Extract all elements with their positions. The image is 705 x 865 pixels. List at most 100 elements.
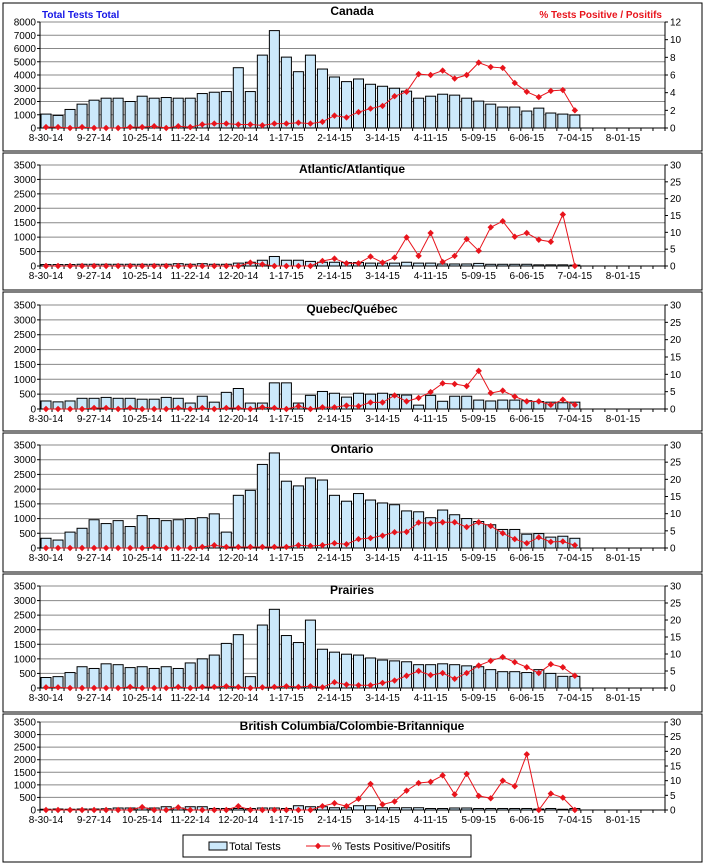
marker-pct-positive [295, 683, 302, 691]
marker-pct-positive [150, 123, 158, 130]
x-tick-label: 9-27-14 [77, 693, 112, 704]
marker-pct-positive [150, 262, 158, 270]
x-tick-label: 4-11-15 [414, 815, 448, 826]
chart-title: Prairies [330, 583, 374, 597]
y-tick-label-left: 3000 [14, 730, 37, 741]
marker-pct-positive [499, 653, 506, 661]
y-tick-label-left: 8000 [14, 18, 37, 29]
y-tick-label-right: 4 [670, 88, 676, 99]
y-tick-label-left: 1500 [14, 640, 37, 651]
marker-pct-positive [78, 544, 86, 552]
x-tick-label: 11-22-14 [171, 133, 211, 144]
marker-pct-positive [451, 791, 458, 798]
x-tick-label: 5-09-15 [461, 414, 496, 425]
x-tick-label: 1-17-15 [269, 693, 304, 704]
marker-pct-positive [102, 684, 110, 692]
bar-total-tests [196, 517, 208, 549]
marker-pct-positive [163, 684, 170, 692]
marker-pct-positive [355, 260, 362, 267]
x-tick-label: 3-14-15 [365, 693, 400, 704]
bar-total-tests [328, 76, 340, 129]
marker-pct-positive [463, 235, 470, 243]
marker-pct-positive [150, 806, 158, 814]
y-tick-label-left: 0 [30, 405, 36, 416]
marker-pct-positive [487, 795, 494, 802]
y-tick-label-right: 30 [670, 441, 682, 452]
marker-pct-positive [223, 120, 230, 127]
x-tick-label: 12-20-14 [218, 815, 258, 826]
marker-pct-positive [114, 684, 122, 692]
marker-pct-positive [307, 405, 314, 413]
marker-pct-positive [126, 683, 134, 691]
bar-total-tests [353, 805, 365, 811]
marker-pct-positive [283, 120, 290, 127]
x-tick-label: 6-06-15 [510, 553, 545, 564]
marker-pct-positive [559, 211, 567, 218]
x-tick-label: 8-01-15 [606, 815, 641, 826]
marker-pct-positive [150, 684, 158, 692]
x-tick-label: 8-01-15 [606, 553, 641, 564]
bar-total-tests [509, 106, 521, 129]
marker-pct-positive [391, 529, 398, 536]
x-tick-label: 6-06-15 [510, 815, 545, 826]
marker-pct-positive [535, 669, 542, 677]
y-tick-label-left: 4000 [14, 71, 37, 82]
chart-title: Canada [330, 4, 374, 18]
marker-pct-positive [42, 405, 50, 413]
marker-pct-positive [475, 367, 482, 375]
x-tick-label: 5-09-15 [461, 271, 496, 282]
marker-pct-positive [511, 658, 518, 666]
marker-pct-positive [355, 795, 362, 803]
legend-line-label: % Tests Positive/Positifs [332, 841, 451, 853]
y-tick-label-left: 5000 [14, 57, 37, 68]
x-tick-label: 11-22-14 [171, 553, 211, 564]
bar-total-tests [473, 521, 485, 549]
marker-pct-positive [66, 544, 74, 552]
marker-pct-positive [211, 542, 218, 549]
y-tick-label-right: 30 [670, 301, 682, 312]
marker-pct-positive [403, 672, 410, 679]
y-tick-label-left: 3500 [14, 301, 37, 312]
marker-pct-positive [187, 405, 194, 413]
marker-pct-positive [379, 532, 386, 539]
marker-pct-positive [439, 67, 446, 74]
marker-pct-positive [283, 543, 290, 551]
y-tick-label-left: 500 [19, 390, 36, 401]
y-tick-label-left: 1500 [14, 360, 37, 371]
bar-total-tests [521, 110, 533, 129]
marker-pct-positive [319, 404, 326, 411]
x-tick-label: 12-20-14 [218, 553, 258, 564]
bar-total-tests [112, 520, 124, 549]
y-tick-label-right: 10 [670, 650, 682, 661]
marker-pct-positive [427, 71, 434, 79]
bar-total-tests [461, 518, 473, 549]
marker-pct-positive [211, 262, 218, 270]
y-tick-label-left: 1000 [14, 514, 37, 525]
x-tick-label: 4-11-15 [414, 553, 448, 564]
marker-pct-positive [66, 806, 74, 814]
marker-pct-positive [199, 404, 206, 412]
bar-total-tests [304, 477, 316, 549]
marker-pct-positive [259, 122, 266, 129]
marker-pct-positive [343, 402, 350, 409]
y-tick-label-left: 500 [19, 793, 36, 804]
y-tick-label-right: 0 [670, 544, 676, 555]
marker-pct-positive [102, 404, 110, 412]
bar-total-tests [196, 658, 208, 689]
bar-total-tests [425, 394, 437, 410]
x-tick-label: 12-20-14 [218, 414, 258, 425]
bar-total-tests [304, 619, 316, 689]
bar-total-tests [509, 671, 521, 689]
x-tick-label: 10-25-14 [122, 815, 162, 826]
marker-pct-positive [463, 523, 470, 531]
x-tick-label: 1-17-15 [269, 414, 304, 425]
marker-pct-positive [391, 798, 398, 805]
marker-pct-positive [114, 544, 122, 552]
marker-pct-positive [175, 123, 182, 130]
x-tick-label: 1-17-15 [269, 553, 304, 564]
y-tick-label-right: 15 [670, 211, 682, 222]
x-tick-label: 7-04-15 [558, 133, 593, 144]
y-tick-label-right: 12 [670, 18, 682, 29]
y-tick-label-left: 1000 [14, 375, 37, 386]
x-tick-label: 11-22-14 [171, 815, 211, 826]
